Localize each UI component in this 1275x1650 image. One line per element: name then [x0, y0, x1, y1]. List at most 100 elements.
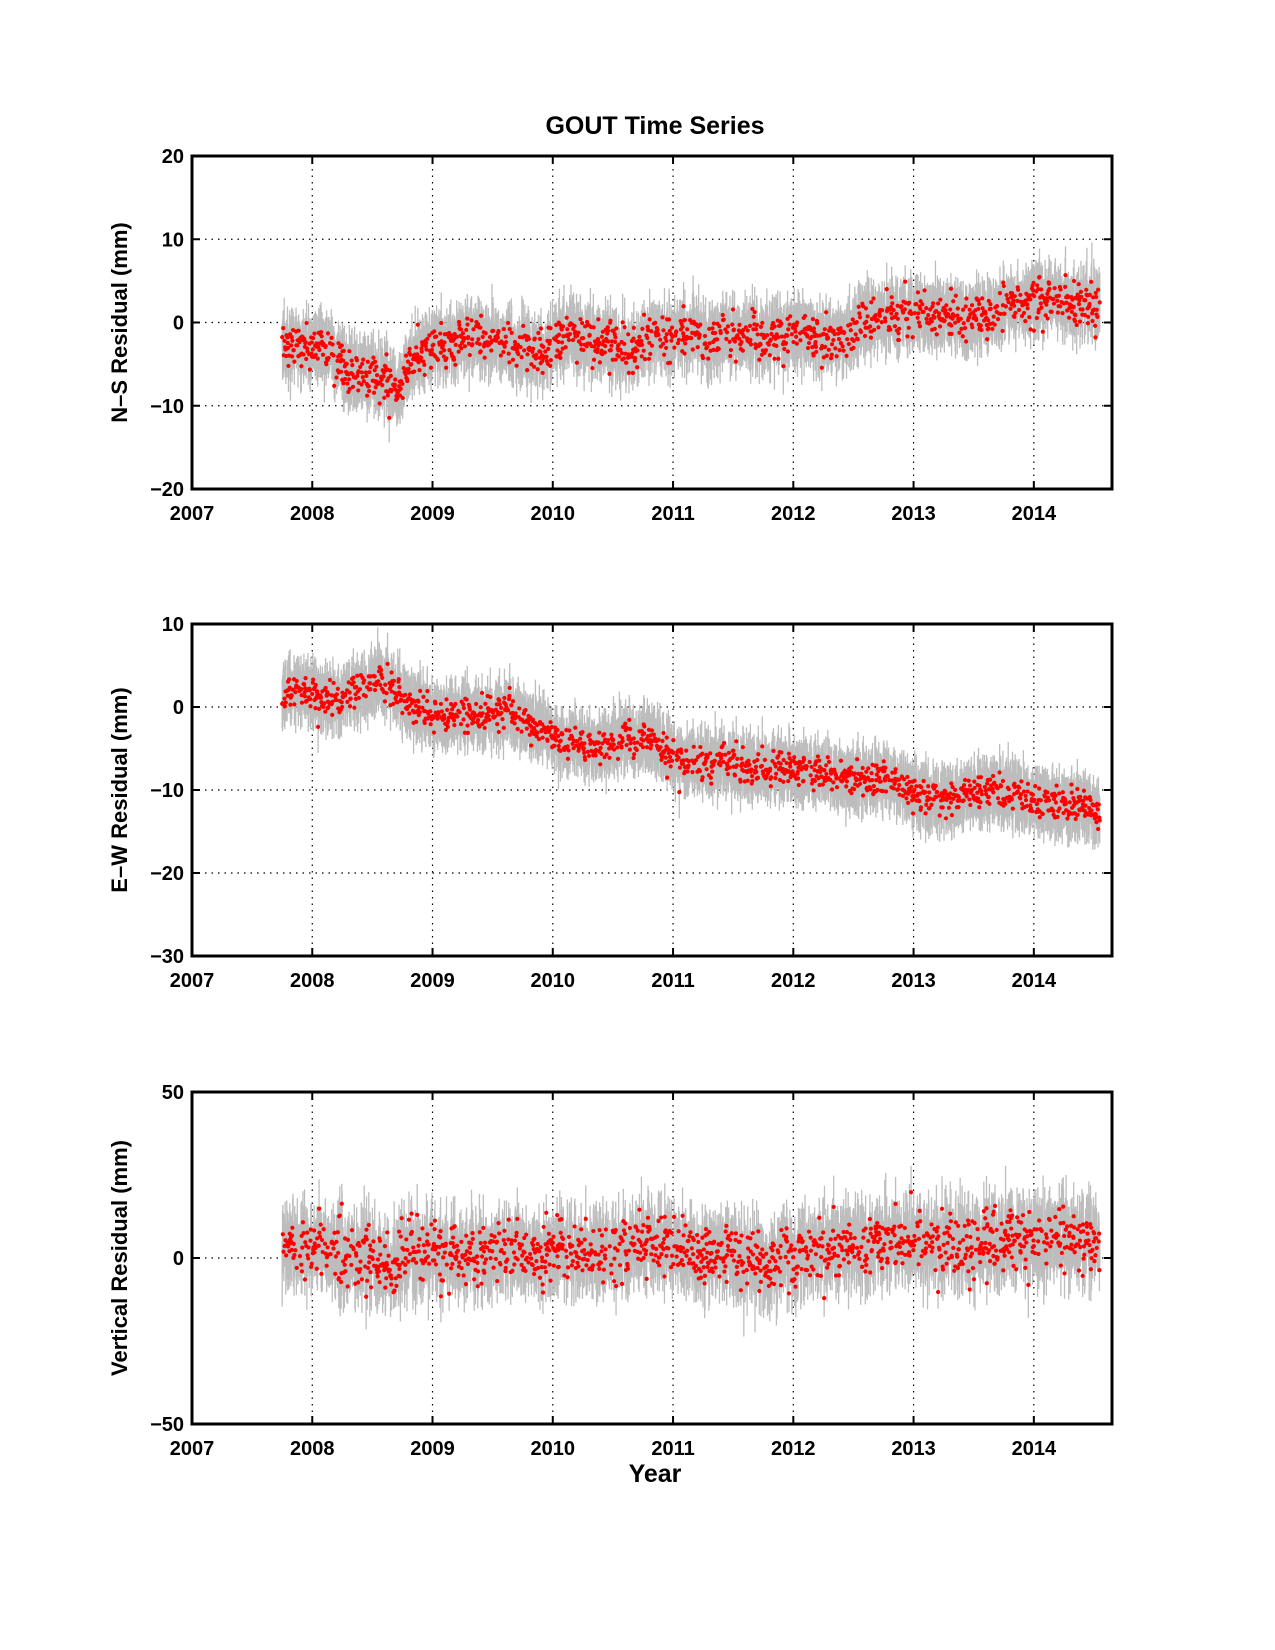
- ns-residual-data-point: [935, 301, 941, 306]
- ns-residual-data-point: [470, 342, 475, 347]
- ns-residual-data-point: [559, 340, 565, 345]
- ns-residual-data-point: [1077, 319, 1083, 324]
- ew-residual-panel: 2007 2008 2009 2010 2011 2012 2013 2014−30−20−1…: [107, 614, 1114, 992]
- ns-residual-data-point: [1003, 304, 1009, 309]
- ns-residual-data-point: [793, 329, 798, 334]
- ns-residual-data-point: [345, 381, 350, 386]
- ns-residual-data-point: [805, 334, 810, 339]
- ns-residual-data-point: [991, 314, 996, 319]
- ns-residual-data-point: [741, 334, 746, 339]
- ns-residual-data-point: [395, 396, 400, 401]
- ns-residual-data-point: [1012, 314, 1017, 320]
- ns-residual-data-point: [754, 322, 760, 328]
- ns-residual-data-point: [961, 307, 966, 312]
- ns-residual-data-point: [922, 288, 927, 293]
- ns-residual-data-point: [420, 342, 425, 347]
- ns-residual-data-point: [453, 342, 458, 347]
- ns-residual-data-point: [794, 341, 799, 346]
- ns-residual-data-point: [570, 337, 576, 343]
- ns-residual-data-point: [1060, 311, 1065, 316]
- ns-residual-data-point: [936, 311, 942, 316]
- ns-residual-data-point: [1039, 287, 1044, 292]
- ns-residual-data-point: [574, 360, 579, 365]
- ns-residual-data-point: [382, 395, 387, 400]
- ns-residual-data-point: [506, 351, 511, 356]
- ns-residual-data-point: [848, 328, 853, 333]
- ns-residual-data-point: [953, 293, 958, 298]
- ns-residual-data-point: [543, 349, 548, 354]
- ns-residual-data-point: [372, 359, 378, 364]
- ns-residual-data-point: [760, 320, 765, 325]
- ns-residual-data-point: [302, 336, 307, 341]
- ns-residual-data-point: [453, 362, 458, 367]
- ns-residual-data-point: [658, 337, 663, 342]
- ns-residual-data-point: [405, 378, 410, 384]
- ns-residual-data-point: [1058, 287, 1063, 292]
- ns-residual-data-point: [558, 355, 563, 361]
- ns-residual-data-point: [728, 353, 733, 359]
- ns-residual-data-point: [558, 350, 563, 355]
- ns-residual-data-point: [1077, 298, 1082, 303]
- ns-residual-data-point: [1031, 280, 1036, 286]
- ns-residual-data-point: [444, 365, 449, 370]
- ns-residual-data-point: [918, 306, 923, 311]
- ns-residual-data-point: [374, 364, 379, 369]
- ns-residual-data-point: [530, 346, 536, 351]
- ns-residual-data-point: [748, 337, 753, 342]
- ns-residual-data-point: [655, 327, 660, 332]
- ns-residual-data-point: [645, 335, 650, 341]
- ns-residual-data-point: [286, 345, 291, 350]
- ns-residual-data-point: [875, 318, 880, 323]
- ns-residual-data-point: [915, 290, 921, 295]
- ns-residual-data-point: [1085, 321, 1090, 326]
- ns-residual-data-point: [660, 315, 665, 320]
- ns-residual-data-point: [440, 343, 445, 348]
- ns-residual-data-point: [914, 301, 919, 307]
- ns-residual-data-point: [786, 327, 791, 332]
- ns-residual-data-point: [359, 382, 364, 387]
- ns-residual-data-point: [868, 335, 874, 340]
- ns-residual-data-point: [419, 355, 424, 360]
- ns-residual-data-point: [635, 365, 640, 370]
- ns-residual-data-point: [1040, 329, 1045, 334]
- ns-residual-data-point: [648, 351, 653, 357]
- ns-residual-data-point: [667, 360, 673, 365]
- ns-residual-data-point: [521, 323, 526, 328]
- ns-residual-data-point: [976, 298, 981, 303]
- ns-residual-data-point: [548, 363, 553, 369]
- ns-residual-data-point: [966, 315, 972, 320]
- ns-residual-data-point: [346, 389, 351, 395]
- ns-residual-data-point: [516, 351, 521, 357]
- ns-residual-data-point: [743, 325, 748, 330]
- ns-residual-data-point: [400, 395, 405, 401]
- ns-residual-data-point: [620, 320, 625, 325]
- ns-residual-data-point: [476, 337, 481, 342]
- ns-residual-data-point: [412, 369, 417, 374]
- ns-residual-data-point: [478, 325, 483, 330]
- ns-residual-data-point: [896, 337, 901, 343]
- ns-residual-data-point: [296, 328, 301, 333]
- ns-residual-data-point: [737, 336, 742, 341]
- ns-residual-data-point: [976, 306, 981, 312]
- ns-residual-data-point: [946, 312, 951, 317]
- ns-residual-data-point: [661, 341, 666, 346]
- ns-residual-x-tick-label: 2007: [170, 503, 215, 525]
- ns-residual-data-point: [779, 334, 784, 339]
- ns-residual-data-point: [465, 322, 470, 327]
- ns-residual-data-point: [295, 343, 300, 348]
- ns-residual-data-point: [871, 296, 876, 301]
- ns-residual-data-point: [771, 320, 776, 326]
- ns-residual-data-point: [388, 373, 393, 378]
- ns-residual-data-point: [903, 279, 908, 284]
- ns-residual-data-point: [1090, 318, 1095, 324]
- ns-residual-data-point: [680, 324, 685, 329]
- ns-residual-data-point: [356, 388, 361, 393]
- ns-residual-data-point: [610, 357, 615, 362]
- ns-residual-data-point: [505, 320, 511, 326]
- ns-residual-data-point: [428, 365, 434, 370]
- ns-residual-data-point: [462, 335, 467, 341]
- ns-residual-data-point: [403, 372, 408, 377]
- ns-residual-data-point: [297, 339, 302, 345]
- ns-residual-data-point: [765, 333, 770, 338]
- ns-residual-data-point: [910, 335, 915, 340]
